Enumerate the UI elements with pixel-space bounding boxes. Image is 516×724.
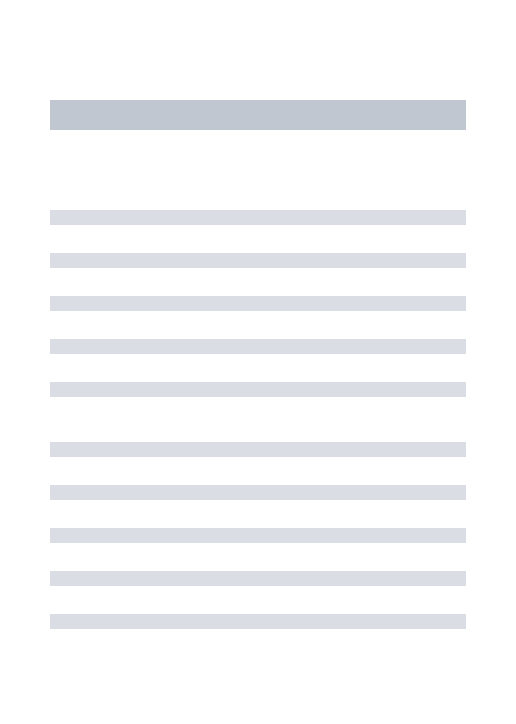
skeleton-container xyxy=(0,0,516,724)
skeleton-line xyxy=(50,253,466,268)
skeleton-group xyxy=(50,210,466,397)
skeleton-line xyxy=(50,296,466,311)
skeleton-line xyxy=(50,614,466,629)
skeleton-line xyxy=(50,442,466,457)
skeleton-line xyxy=(50,339,466,354)
skeleton-line xyxy=(50,571,466,586)
skeleton-group xyxy=(50,442,466,629)
skeleton-line xyxy=(50,382,466,397)
skeleton-line xyxy=(50,485,466,500)
skeleton-line xyxy=(50,528,466,543)
skeleton-line xyxy=(50,210,466,225)
skeleton-header-bar xyxy=(50,100,466,130)
